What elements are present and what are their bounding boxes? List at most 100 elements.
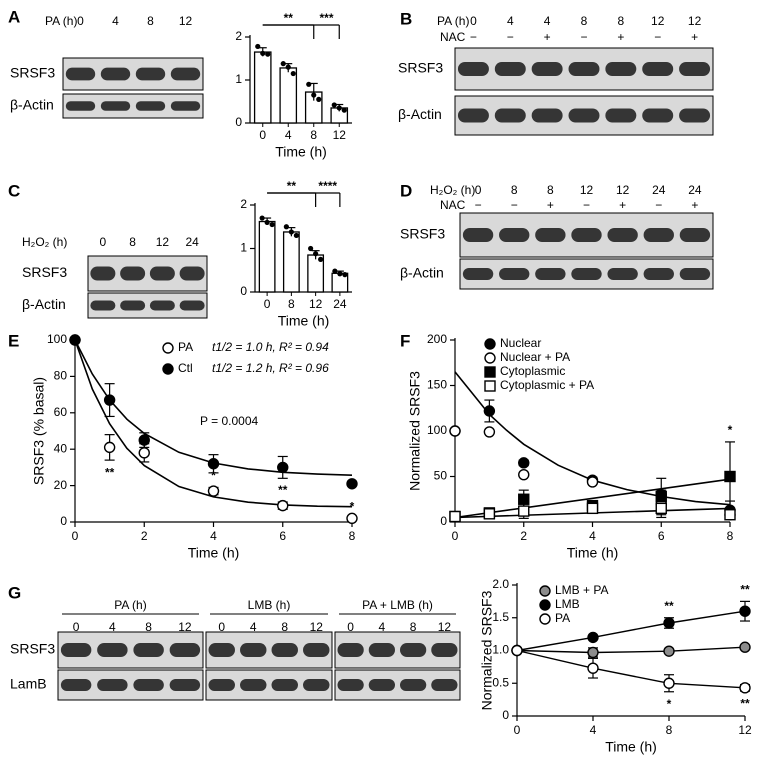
band (679, 268, 711, 280)
significance-label: *** (319, 11, 333, 25)
marker (511, 644, 523, 657)
band (133, 643, 164, 657)
bar (282, 231, 300, 293)
band (535, 228, 566, 242)
band (462, 268, 494, 280)
band (100, 67, 131, 81)
significance-label: * (728, 423, 733, 437)
band (90, 266, 116, 281)
x-axis-label: Time (h) (188, 545, 240, 561)
data-point (288, 229, 294, 235)
legend-marker (539, 585, 551, 597)
data-point (316, 96, 322, 102)
legend-marker (162, 342, 174, 354)
series-line (516, 610, 746, 652)
y-tick-label: 1 (240, 241, 247, 255)
band (571, 228, 602, 242)
y-tick-label: 0 (440, 514, 447, 528)
legend-fit-label: t1/2 = 1.2 h, R² = 0.96 (212, 361, 329, 375)
y-tick-label: 50 (434, 469, 448, 483)
lane-label: 24 (688, 183, 702, 197)
x-tick-label: 4 (210, 529, 217, 543)
treatment-mark: + (617, 30, 624, 44)
band (65, 67, 96, 81)
marker (277, 461, 289, 474)
x-tick-label: 8 (288, 297, 295, 311)
lane-label: 8 (547, 183, 554, 197)
legend-label: Nuclear + PA (500, 350, 570, 364)
band (531, 108, 563, 123)
data-point (293, 232, 299, 239)
lane-header: PA (h) (437, 14, 469, 28)
band (431, 643, 458, 657)
marker (663, 617, 675, 629)
row-label: SRSF3 (10, 641, 55, 657)
marker (663, 677, 675, 689)
row-label: SRSF3 (400, 226, 445, 242)
band (208, 679, 235, 691)
lane-label: 24 (185, 235, 199, 249)
marker (587, 662, 599, 674)
band (607, 268, 638, 280)
x-tick-label: 0 (452, 529, 459, 543)
band (643, 228, 674, 242)
lane-label: 0 (347, 620, 354, 634)
y-tick-label: 1.0 (492, 643, 509, 657)
y-tick-label: 100 (47, 332, 67, 346)
band (135, 67, 166, 81)
band (240, 643, 267, 657)
group-header: LMB (h) (248, 598, 291, 612)
marker (69, 334, 81, 346)
legend-label: PA (555, 611, 570, 625)
band (568, 108, 600, 123)
y-axis-label: Normalized SRSF3 (479, 590, 495, 710)
data-point (264, 219, 270, 225)
lane-label: 4 (112, 14, 119, 28)
band (149, 300, 175, 311)
data-point (342, 272, 348, 278)
bar (279, 67, 298, 124)
marker (483, 426, 496, 438)
fit-curve (74, 339, 353, 508)
panel-letter: G (8, 583, 21, 602)
band (368, 679, 395, 691)
band (208, 643, 235, 657)
band (499, 228, 530, 242)
band (499, 268, 530, 280)
row-label: β-Actin (22, 296, 66, 312)
data-point (331, 102, 337, 108)
lane-label: 8 (147, 14, 154, 28)
x-tick-label: 8 (666, 723, 673, 737)
legend-label: Cytoplasmic (500, 364, 565, 378)
y-tick-label: 2 (235, 29, 242, 43)
lane-label: 12 (616, 183, 630, 197)
treatment-mark: + (544, 30, 551, 44)
row-label: SRSF3 (22, 264, 67, 280)
series-line (516, 646, 746, 654)
band (571, 268, 602, 280)
band (679, 228, 711, 242)
lane-label: 0 (100, 235, 107, 249)
lane-header: H₂O₂ (h) (22, 235, 67, 249)
significance-label: ** (287, 179, 297, 193)
x-axis-label: Time (h) (275, 144, 327, 160)
band (97, 643, 128, 657)
y-tick-label: 0 (240, 284, 247, 298)
x-tick-label: 4 (590, 723, 597, 737)
treatment-mark: + (619, 198, 626, 212)
lane-label: 4 (109, 620, 116, 634)
x-axis-label: Time (h) (567, 545, 619, 561)
row-label: SRSF3 (398, 60, 443, 76)
lane-label: 24 (652, 183, 666, 197)
band (568, 62, 600, 76)
band (179, 300, 205, 311)
treatment-mark: − (507, 30, 514, 44)
marker (655, 502, 667, 515)
lane-label: 12 (438, 620, 452, 634)
legend-marker (539, 613, 551, 625)
lane-label: 12 (178, 620, 192, 634)
fit-curve (454, 478, 731, 519)
band (457, 62, 489, 76)
y-axis-label: Normalized SRSF3 (407, 371, 423, 491)
